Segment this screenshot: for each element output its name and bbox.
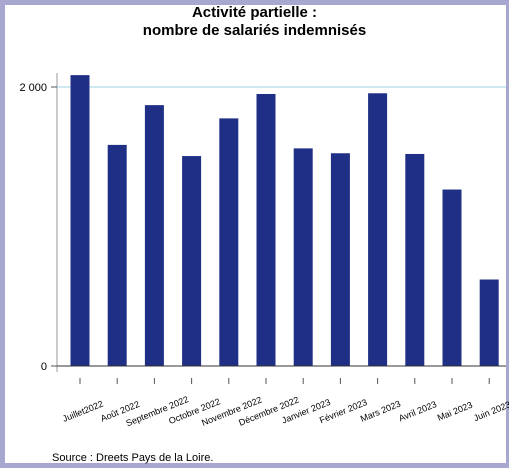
- x-tick-label: Avril 2023: [397, 399, 438, 423]
- chart-title-line-2: nombre de salariés indemnisés: [142, 22, 367, 39]
- bar: [144, 105, 164, 366]
- y-tick-label: 2 000: [19, 82, 47, 94]
- bar: [219, 118, 239, 366]
- x-tick-label: Juillet2022: [61, 399, 105, 424]
- y-tick-label: 0: [41, 361, 47, 373]
- bar: [182, 156, 202, 366]
- bar: [368, 93, 388, 366]
- bar: [405, 153, 425, 366]
- bar: [70, 75, 90, 366]
- bar: [330, 153, 350, 366]
- bar: [442, 189, 462, 366]
- bar: [293, 148, 313, 366]
- bar: [479, 279, 499, 366]
- bar: [107, 144, 127, 366]
- chart-title: Activité partielle : nombre de salariés …: [0, 4, 509, 40]
- chart-title-line-1: Activité partielle :: [191, 4, 318, 21]
- x-tick-label: Mai 2023: [436, 400, 474, 423]
- bar: [256, 93, 276, 366]
- x-tick-label: Juin 2023: [472, 399, 509, 423]
- source-note: Source : Dreets Pays de la Loire.: [52, 452, 214, 464]
